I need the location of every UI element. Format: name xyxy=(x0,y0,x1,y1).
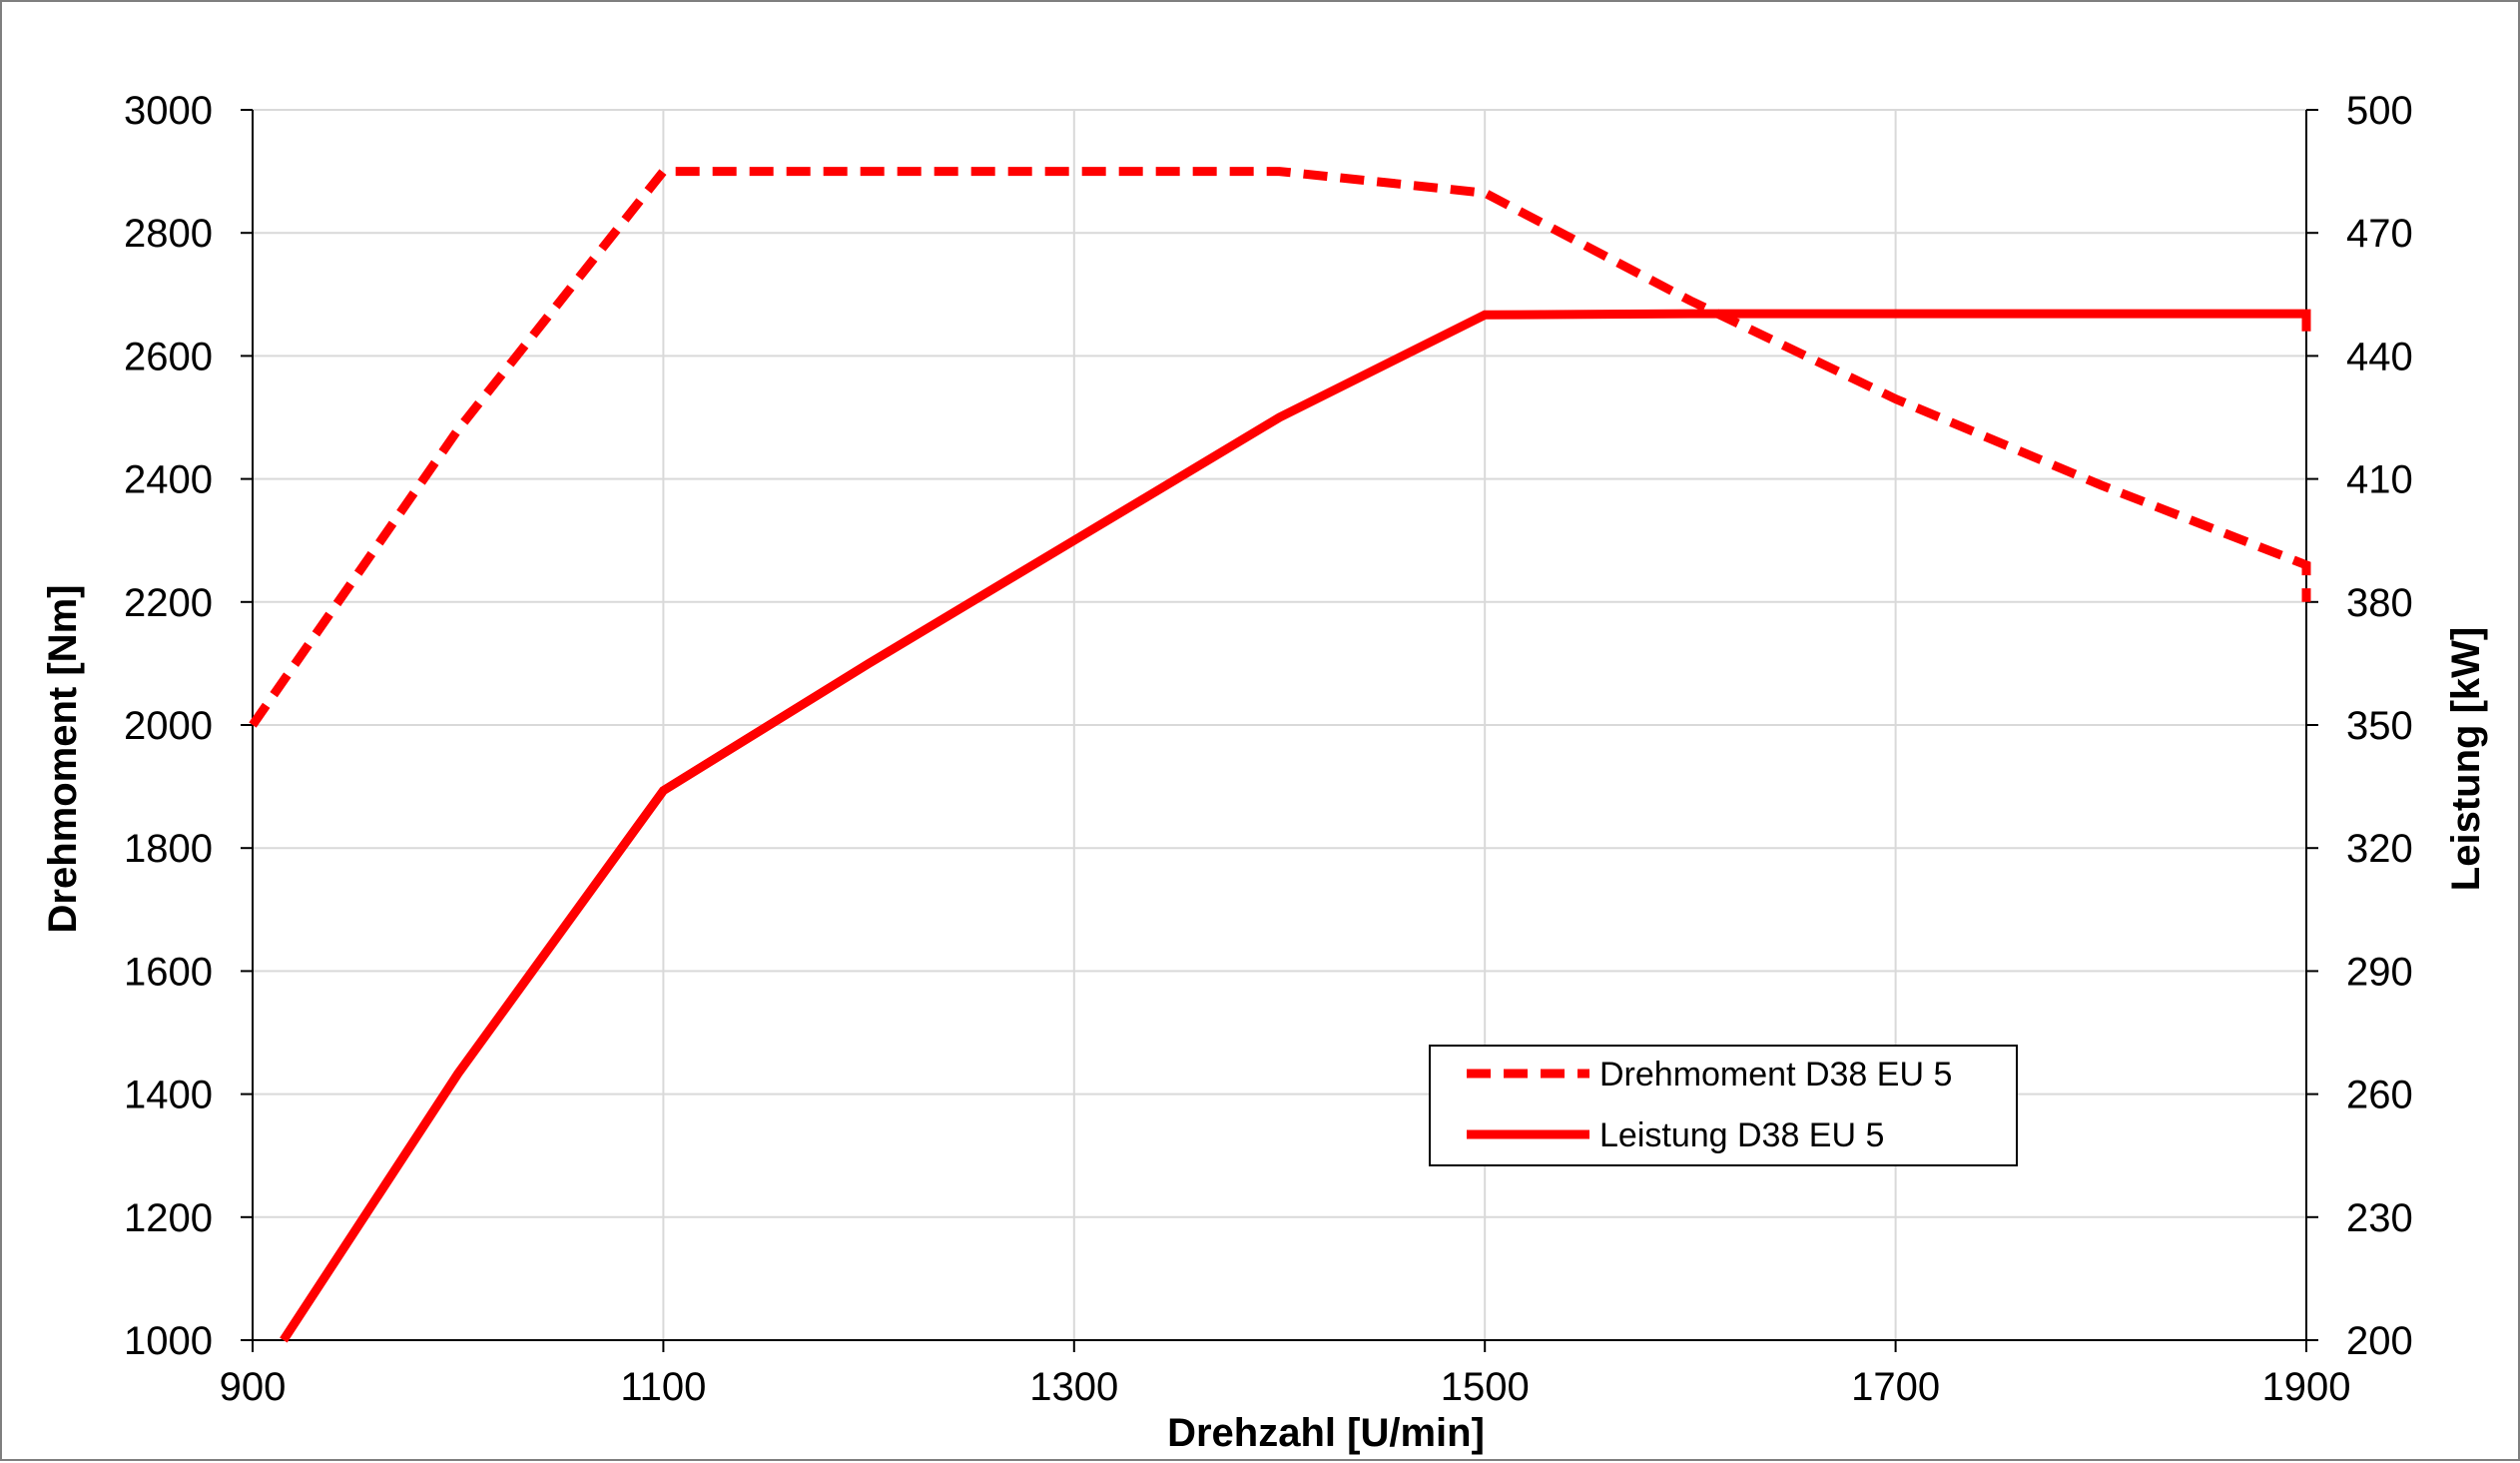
x-tick-label: 1900 xyxy=(2262,1365,2351,1409)
y-left-tick-label: 1600 xyxy=(124,950,213,994)
y-left-tick-label: 1200 xyxy=(124,1196,213,1240)
y-right-tick-label: 470 xyxy=(2346,212,2413,256)
y-left-tick-label: 1000 xyxy=(124,1319,213,1363)
legend-label-leistung: Leistung D38 EU 5 xyxy=(1599,1116,1884,1154)
y-left-tick-label: 1400 xyxy=(124,1074,213,1117)
y-left-tick-label: 2200 xyxy=(124,581,213,625)
x-tick-label: 1500 xyxy=(1441,1365,1530,1409)
series-layer xyxy=(249,167,2311,1343)
y-right-tick-label: 410 xyxy=(2346,458,2413,502)
y-right-tick-label: 380 xyxy=(2346,581,2413,625)
y-left-tick-label: 1800 xyxy=(124,827,213,871)
x-tick-label: 1300 xyxy=(1029,1365,1118,1409)
y-left-tick-label: 2800 xyxy=(124,212,213,256)
y-right-tick-label: 260 xyxy=(2346,1074,2413,1117)
y-right-tick-label: 230 xyxy=(2346,1196,2413,1240)
x-axis-title: Drehzahl [U/min] xyxy=(1167,1411,1485,1455)
y-right-axis-title: Leistung [kW] xyxy=(2444,627,2488,891)
y-right-tick-label: 290 xyxy=(2346,950,2413,994)
legend: Drehmoment D38 EU 5 Leistung D38 EU 5 xyxy=(1429,1045,2018,1166)
x-tick-label: 1700 xyxy=(1851,1365,1940,1409)
tick-label-layer: 900 1100 1300 1500 1700 1900 1000 1200 1400 1600 1… xyxy=(124,89,2413,1409)
y-left-tick-label: 2000 xyxy=(124,704,213,748)
x-tick-label: 1100 xyxy=(620,1365,706,1409)
x-tick-label: 900 xyxy=(220,1365,287,1409)
y-left-tick-label: 2600 xyxy=(124,335,213,378)
y-left-axis-title: Drehmoment [Nm] xyxy=(41,585,85,934)
y-right-tick-label: 440 xyxy=(2346,335,2413,378)
y-right-tick-label: 200 xyxy=(2346,1319,2413,1363)
y-right-tick-label: 320 xyxy=(2346,827,2413,871)
legend-label-drehmoment: Drehmoment D38 EU 5 xyxy=(1599,1056,1952,1094)
series-line-leistung xyxy=(280,309,2311,1343)
y-left-tick-label: 3000 xyxy=(124,89,213,133)
y-right-tick-label: 500 xyxy=(2346,89,2413,133)
legend-box xyxy=(1429,1045,2018,1166)
y-left-tick-label: 2400 xyxy=(124,458,213,502)
series-line-drehmoment xyxy=(249,167,2311,728)
y-right-tick-label: 350 xyxy=(2346,704,2413,748)
